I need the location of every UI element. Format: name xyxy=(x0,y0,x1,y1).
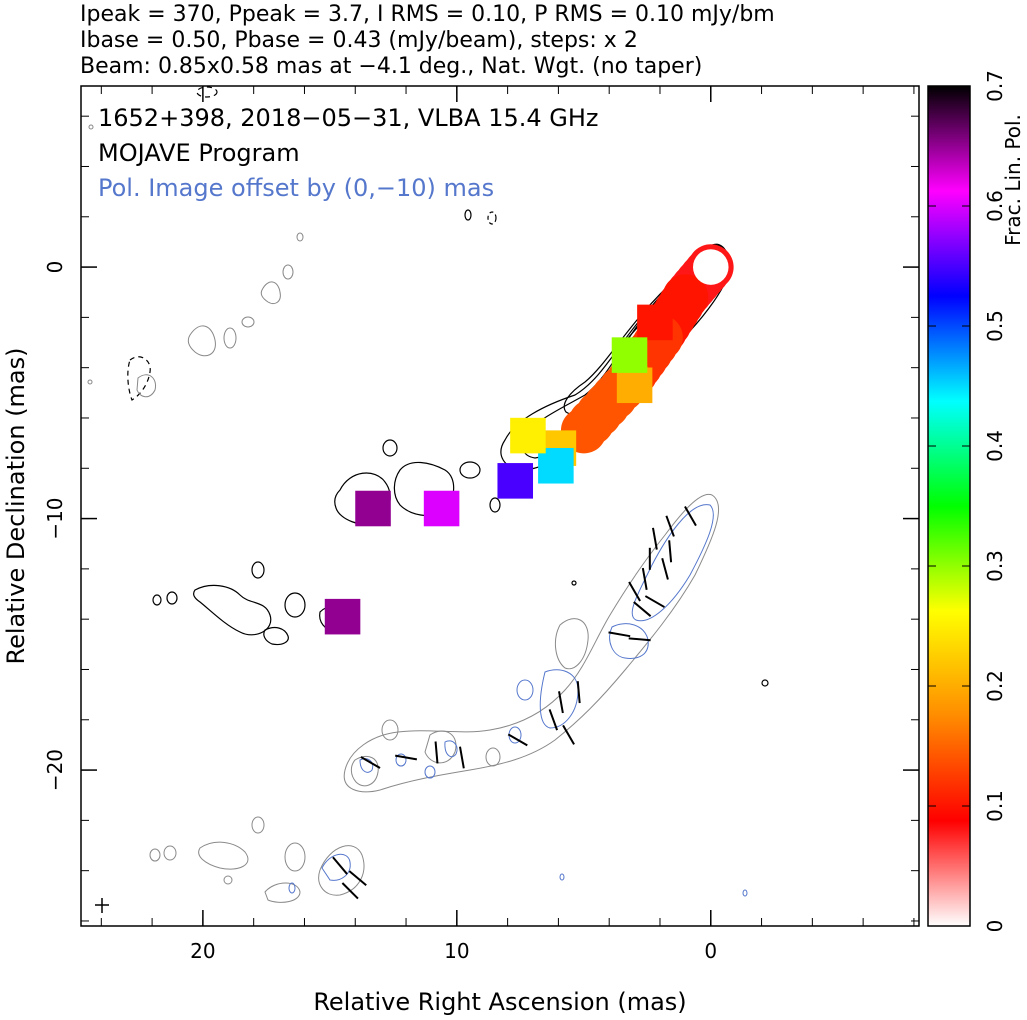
pol-patch xyxy=(423,490,460,527)
colorbar-tick-label: 0.4 xyxy=(983,430,1007,462)
blob-contour-7 xyxy=(152,594,162,606)
evpa-stick xyxy=(341,882,359,900)
blob-contour-2 xyxy=(382,439,398,457)
blob-contour-4 xyxy=(489,497,501,513)
blob-contour-6 xyxy=(166,591,178,605)
evpa-stick xyxy=(684,506,697,527)
colorbar-tick-label: 0.5 xyxy=(983,310,1007,342)
evpa-stick xyxy=(348,870,367,887)
core-patch xyxy=(692,249,729,285)
evpa-stick xyxy=(644,595,665,608)
evpa-stick xyxy=(633,601,652,617)
y-tick-label: −10 xyxy=(43,497,67,539)
knot-contour-e xyxy=(263,626,289,646)
pol-patch xyxy=(324,598,361,635)
blob-contour-11 xyxy=(196,86,218,98)
evpa-stick xyxy=(661,557,669,580)
blob-contour-5 xyxy=(251,561,265,579)
colorbar-tick-label: 0.7 xyxy=(983,70,1007,102)
y-tick-label: 0 xyxy=(43,261,67,274)
chart-subtitle: MOJAVE Program xyxy=(98,139,300,167)
pol-patch xyxy=(616,367,653,404)
x-tick-label: 0 xyxy=(704,939,717,963)
pol-patch xyxy=(538,447,574,484)
pol-offset-annotation: Pol. Image offset by (0,−10) mas xyxy=(98,174,494,202)
blob-contour-3 xyxy=(459,461,481,479)
colorbar xyxy=(927,85,971,927)
evpa-stick xyxy=(507,733,528,747)
evpa-stick xyxy=(360,756,381,769)
polarization-contours xyxy=(149,493,748,903)
evpa-stick xyxy=(395,754,418,761)
colorbar-label: Frac. Lin. Pol. xyxy=(1001,114,1025,246)
evpa-stick xyxy=(558,691,564,714)
evpa-stick xyxy=(434,741,439,764)
colorbar-tick-label: 0 xyxy=(983,920,1007,933)
negative-contour xyxy=(127,356,151,401)
chart-title: 1652+398, 2018−05−31, VLBA 15.4 GHz xyxy=(98,104,599,132)
evpa-stick xyxy=(628,637,651,642)
pol-patch xyxy=(611,337,648,373)
evpa-vectors xyxy=(332,506,697,900)
pol-patch xyxy=(355,490,391,527)
blob-contour-1 xyxy=(284,592,306,618)
evpa-stick xyxy=(641,567,648,590)
blob-contour-13 xyxy=(571,580,577,586)
header-line-peak: Ipeak = 370, Ppeak = 3.7, I RMS = 0.10, … xyxy=(80,2,775,27)
evpa-stick xyxy=(576,681,581,704)
evpa-stick xyxy=(652,527,658,550)
beam-marker xyxy=(95,898,109,913)
x-tick-label: 10 xyxy=(444,939,469,963)
header-line-base: Ibase = 0.50, Pbase = 0.43 (mJy/beam), s… xyxy=(80,28,638,53)
colorbar-tick-label: 0.6 xyxy=(983,190,1007,222)
colorbar-tick-label: 0.1 xyxy=(983,790,1007,822)
pol-patch xyxy=(637,304,673,341)
blob-contour-8 xyxy=(464,209,472,221)
evpa-stick xyxy=(459,746,465,769)
y-tick-label: −20 xyxy=(43,749,67,791)
evpa-stick xyxy=(668,540,673,563)
x-axis-label: Relative Right Ascension (mas) xyxy=(313,988,686,1016)
x-tick-label: 20 xyxy=(190,939,215,963)
colorbar-tick-label: 0.3 xyxy=(983,550,1007,582)
colorbar-tick-label: 0.2 xyxy=(983,670,1007,702)
evpa-stick xyxy=(628,581,641,602)
evpa-stick xyxy=(332,856,348,875)
evpa-stick xyxy=(562,724,575,745)
y-axis-label: Relative Declination (mas) xyxy=(2,347,30,664)
evpa-stick xyxy=(665,515,675,537)
pol-patch xyxy=(497,463,534,499)
pol-patch xyxy=(510,417,546,454)
plot-frame xyxy=(80,85,920,927)
knot-contour-c xyxy=(193,584,272,636)
extended-emission-contours xyxy=(87,124,304,398)
blob-contour-12 xyxy=(761,679,769,687)
header-line-beam: Beam: 0.85x0.58 mas at −4.1 deg., Nat. W… xyxy=(80,54,703,79)
fractional-polarization-patches xyxy=(324,244,734,635)
evpa-stick xyxy=(548,709,559,731)
evpa-stick xyxy=(608,631,631,638)
blob-contour-9 xyxy=(487,211,497,225)
